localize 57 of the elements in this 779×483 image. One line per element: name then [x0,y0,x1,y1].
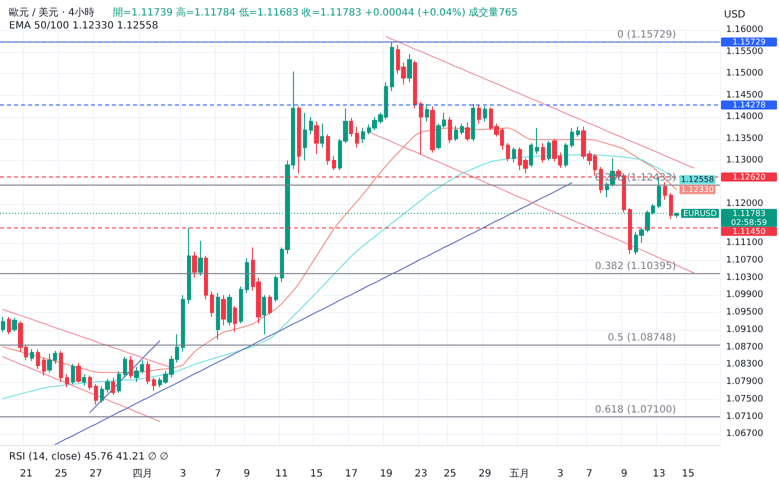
ref-line-label: 1.11450 [732,226,766,236]
x-tick-label: 27 [90,468,102,480]
text: RSI (14, close) 45.76 41.21 ∅ ∅ [9,452,168,462]
x-tick-label: 15 [310,468,323,480]
ref-line-label: 0.5 (1.08748) [608,332,676,344]
annotation: EURUSD [683,208,717,218]
x-tick-label: 13 [652,468,666,480]
y-tick-label: 1.12000 [726,198,764,209]
y-tick-label: 1.14500 [726,90,764,100]
x-tick-label: 3 [180,468,186,480]
x-tick-label: 11 [275,468,288,480]
x-tick-label: 17 [344,468,358,480]
ref-line-label: 0.618 (1.07100) [595,404,676,416]
y-tick-label: 1.07500 [726,394,764,404]
chart-subtitle: 開=1.11739 高=1.11784 低=1.11683 收=1.11783 +0.00044 (+0.04%) 成交量765 [113,6,518,18]
x-tick-label: 25 [54,468,68,480]
data-label: 1.12558 [680,175,714,184]
y-tick-label: 1.07100 [726,412,764,422]
y-tick-label: 1.11100 [726,238,764,248]
y-tick-label: 1.06700 [726,429,764,440]
x-tick-label: 9 [621,468,628,480]
ref-line-label: 0 (1.15729) [617,29,676,40]
ref-line-label: 1.11783 02:58:59 [731,208,767,227]
y-tick-label: 1.13500 [726,134,764,144]
y-tick-label: 1.08700 [726,342,764,352]
y-tick-label: 1.09500 [726,308,764,318]
y-tick-label: 1.14000 [726,112,764,122]
y-tick-label: 1.10700 [726,255,764,266]
x-tick-label: 9 [244,468,250,480]
y-tick-label: 1.15000 [726,68,764,79]
x-tick-label: 7 [586,468,593,480]
x-tick-label: 五月 [510,468,530,480]
chart-title: 歐元 / 美元 · 4小時 [9,6,95,18]
y-tick-label: 1.16000 [726,25,764,36]
x-tick-label: 23 [414,468,428,480]
x-tick-label: 15 [682,468,694,480]
ref-line-label: 1.12620 [732,172,766,182]
x-tick-label: 19 [380,468,393,480]
ref-line-label: 1.14278 [732,100,766,110]
x-tick-label: 7 [214,468,221,480]
y-tick-label: 1.09900 [726,290,764,300]
x-tick-label: 3 [557,468,564,480]
ref-line-label: 0.382 (1.10395) [595,261,676,272]
annotation: EMA 50/100 1.12330 1.12558 [9,20,158,32]
x-tick-label: 四月 [132,468,152,480]
y-tick-label: 1.10300 [726,272,764,283]
x-tick-label: 21 [20,468,33,480]
y-tick-label: 1.15500 [726,46,764,57]
x-tick-label: 25 [444,468,456,480]
data-label: 1.12330 [680,185,714,194]
y-tick-label: 1.07900 [726,377,764,388]
y-tick-label: 1.08300 [726,360,764,370]
y-tick-label: 1.09100 [726,324,764,335]
x-tick-label: 29 [478,468,492,480]
ref-line-label: 1.15729 [732,37,766,46]
y-axis-title: USD [724,10,746,20]
y-tick-label: 1.13000 [726,155,764,166]
